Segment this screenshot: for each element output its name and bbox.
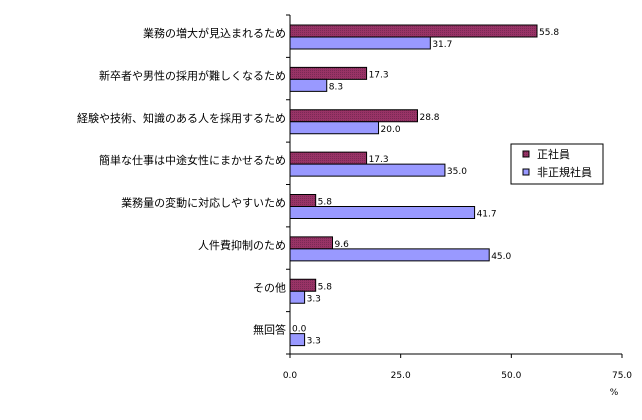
- legend: 正社員 非正規社員: [510, 143, 604, 185]
- bar-seishain: [289, 194, 317, 207]
- data-label-seishain: 17.3: [369, 155, 389, 165]
- bar-seishain: [289, 24, 538, 38]
- data-label-hiseiki: 41.7: [477, 210, 497, 220]
- data-label-hiseiki: 45.0: [491, 252, 511, 262]
- data-label-seishain: 5.8: [318, 198, 333, 208]
- plot-area: 0.0 25.0 50.0 75.0% 業務の増大が見込まれるため 55.8 31.7 新卒者…: [77, 14, 632, 398]
- bar-hiseiki: [289, 36, 431, 50]
- legend-swatch-seishain: [522, 150, 530, 158]
- bar-hiseiki: [289, 163, 446, 177]
- bar-hiseiki: [289, 121, 380, 135]
- legend-swatch-hiseiki: [522, 168, 530, 176]
- bar-hiseiki: [289, 290, 306, 304]
- x-tick-label: 75.0: [612, 371, 632, 381]
- category-label: 新卒者や男性の採用が難しくなるため: [99, 68, 286, 82]
- x-tick-label: 0.0: [283, 371, 298, 381]
- data-label-hiseiki: 31.7: [432, 40, 452, 50]
- bar-seishain: [289, 236, 333, 250]
- data-label-hiseiki: 35.0: [447, 167, 467, 177]
- category-label: 経験や技術、知識のある人を採用するため: [77, 111, 286, 125]
- data-label-seishain: 5.8: [318, 282, 333, 292]
- bar-seishain: [289, 109, 418, 123]
- legend-label-seishain: 正社員: [537, 147, 570, 161]
- bar-seishain: [289, 66, 368, 80]
- data-label-hiseiki: 8.3: [329, 82, 343, 92]
- x-tick-label: 25.0: [391, 371, 411, 381]
- data-label-seishain: 55.8: [539, 28, 559, 38]
- data-label-seishain: 17.3: [369, 70, 389, 80]
- bar-hiseiki: [289, 206, 476, 219]
- data-label-seishain: 28.8: [419, 113, 439, 123]
- category-label: 人件費抑制のため: [198, 238, 286, 252]
- bar-hiseiki: [289, 333, 306, 347]
- category-label: その他: [253, 281, 286, 294]
- data-label-seishain: 0.0: [292, 325, 307, 335]
- category-label: 無回答: [253, 323, 286, 337]
- legend-label-hiseiki: 非正規社員: [537, 165, 592, 179]
- bar-seishain: [289, 278, 317, 292]
- bar-seishain: [289, 151, 368, 165]
- x-unit-label: %: [610, 388, 619, 398]
- x-tick-label: 50.0: [501, 371, 521, 381]
- data-label-hiseiki: 20.0: [381, 125, 401, 135]
- bar-hiseiki: [289, 248, 490, 262]
- category-label: 簡単な仕事は中途女性にまかせるため: [99, 153, 286, 167]
- category-label: 業務量の変動に対応しやすいため: [121, 196, 286, 210]
- bar-hiseiki: [289, 78, 328, 92]
- data-label-hiseiki: 3.3: [307, 337, 321, 347]
- data-label-hiseiki: 3.3: [307, 294, 321, 304]
- data-label-seishain: 9.6: [334, 240, 349, 250]
- category-label: 業務の増大が見込まれるため: [143, 26, 286, 40]
